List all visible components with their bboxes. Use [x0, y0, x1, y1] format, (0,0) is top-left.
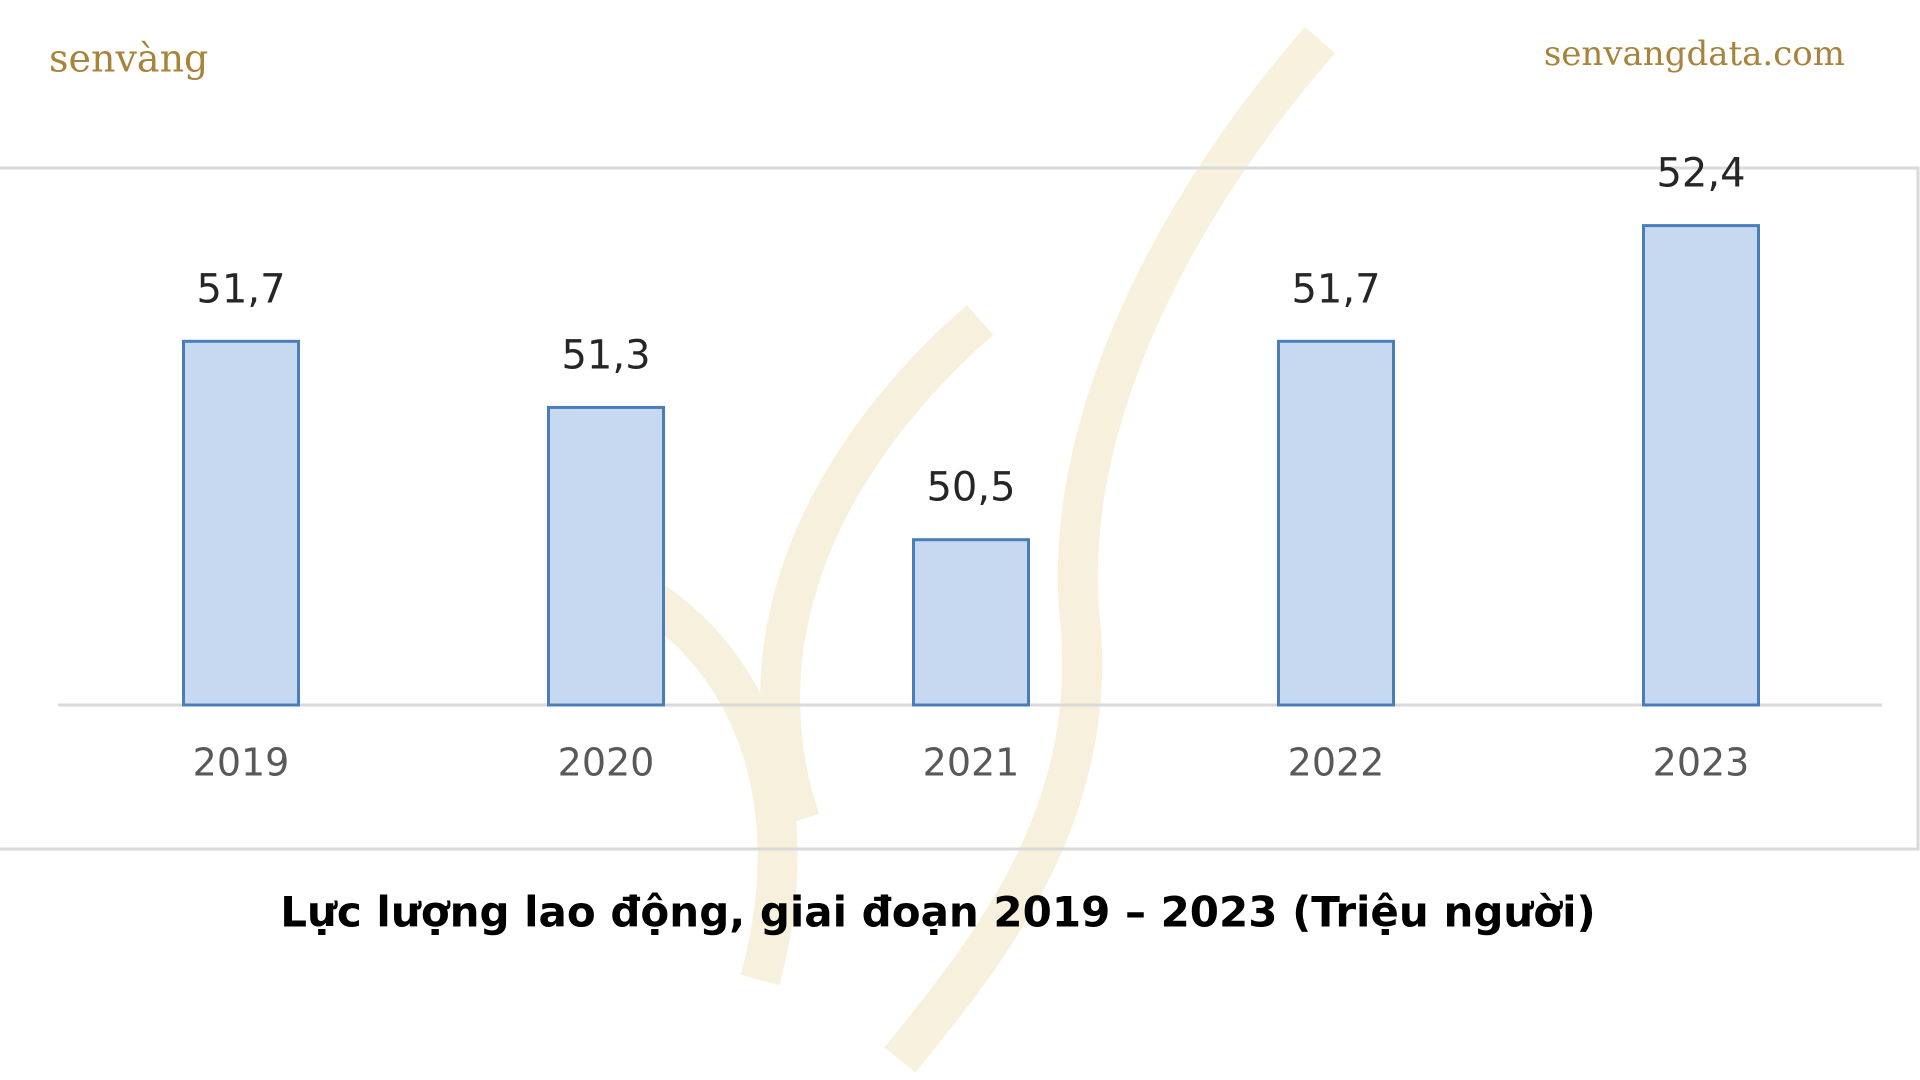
- value-label: 51,7: [196, 266, 285, 312]
- x-tick-label: 2023: [1653, 741, 1750, 785]
- bar: [1277, 339, 1395, 707]
- brand-logo: senvàng: [49, 37, 208, 81]
- chart-title: Lực lượng lao động, giai đoạn 2019 – 202…: [280, 888, 1596, 937]
- bar: [912, 538, 1030, 707]
- value-label: 51,3: [561, 332, 650, 378]
- x-tick-label: 2020: [558, 741, 655, 785]
- value-label: 52,4: [1656, 151, 1745, 197]
- x-tick-label: 2022: [1288, 741, 1385, 785]
- bar: [547, 405, 665, 707]
- value-label: 50,5: [926, 465, 1015, 511]
- website: senvangdata.com: [1544, 34, 1845, 74]
- bar: [1642, 224, 1760, 707]
- x-tick-label: 2021: [923, 741, 1020, 785]
- value-label: 51,7: [1291, 266, 1380, 312]
- bar: [182, 339, 300, 707]
- plot-frame: [0, 166, 1920, 851]
- x-tick-label: 2019: [193, 741, 290, 785]
